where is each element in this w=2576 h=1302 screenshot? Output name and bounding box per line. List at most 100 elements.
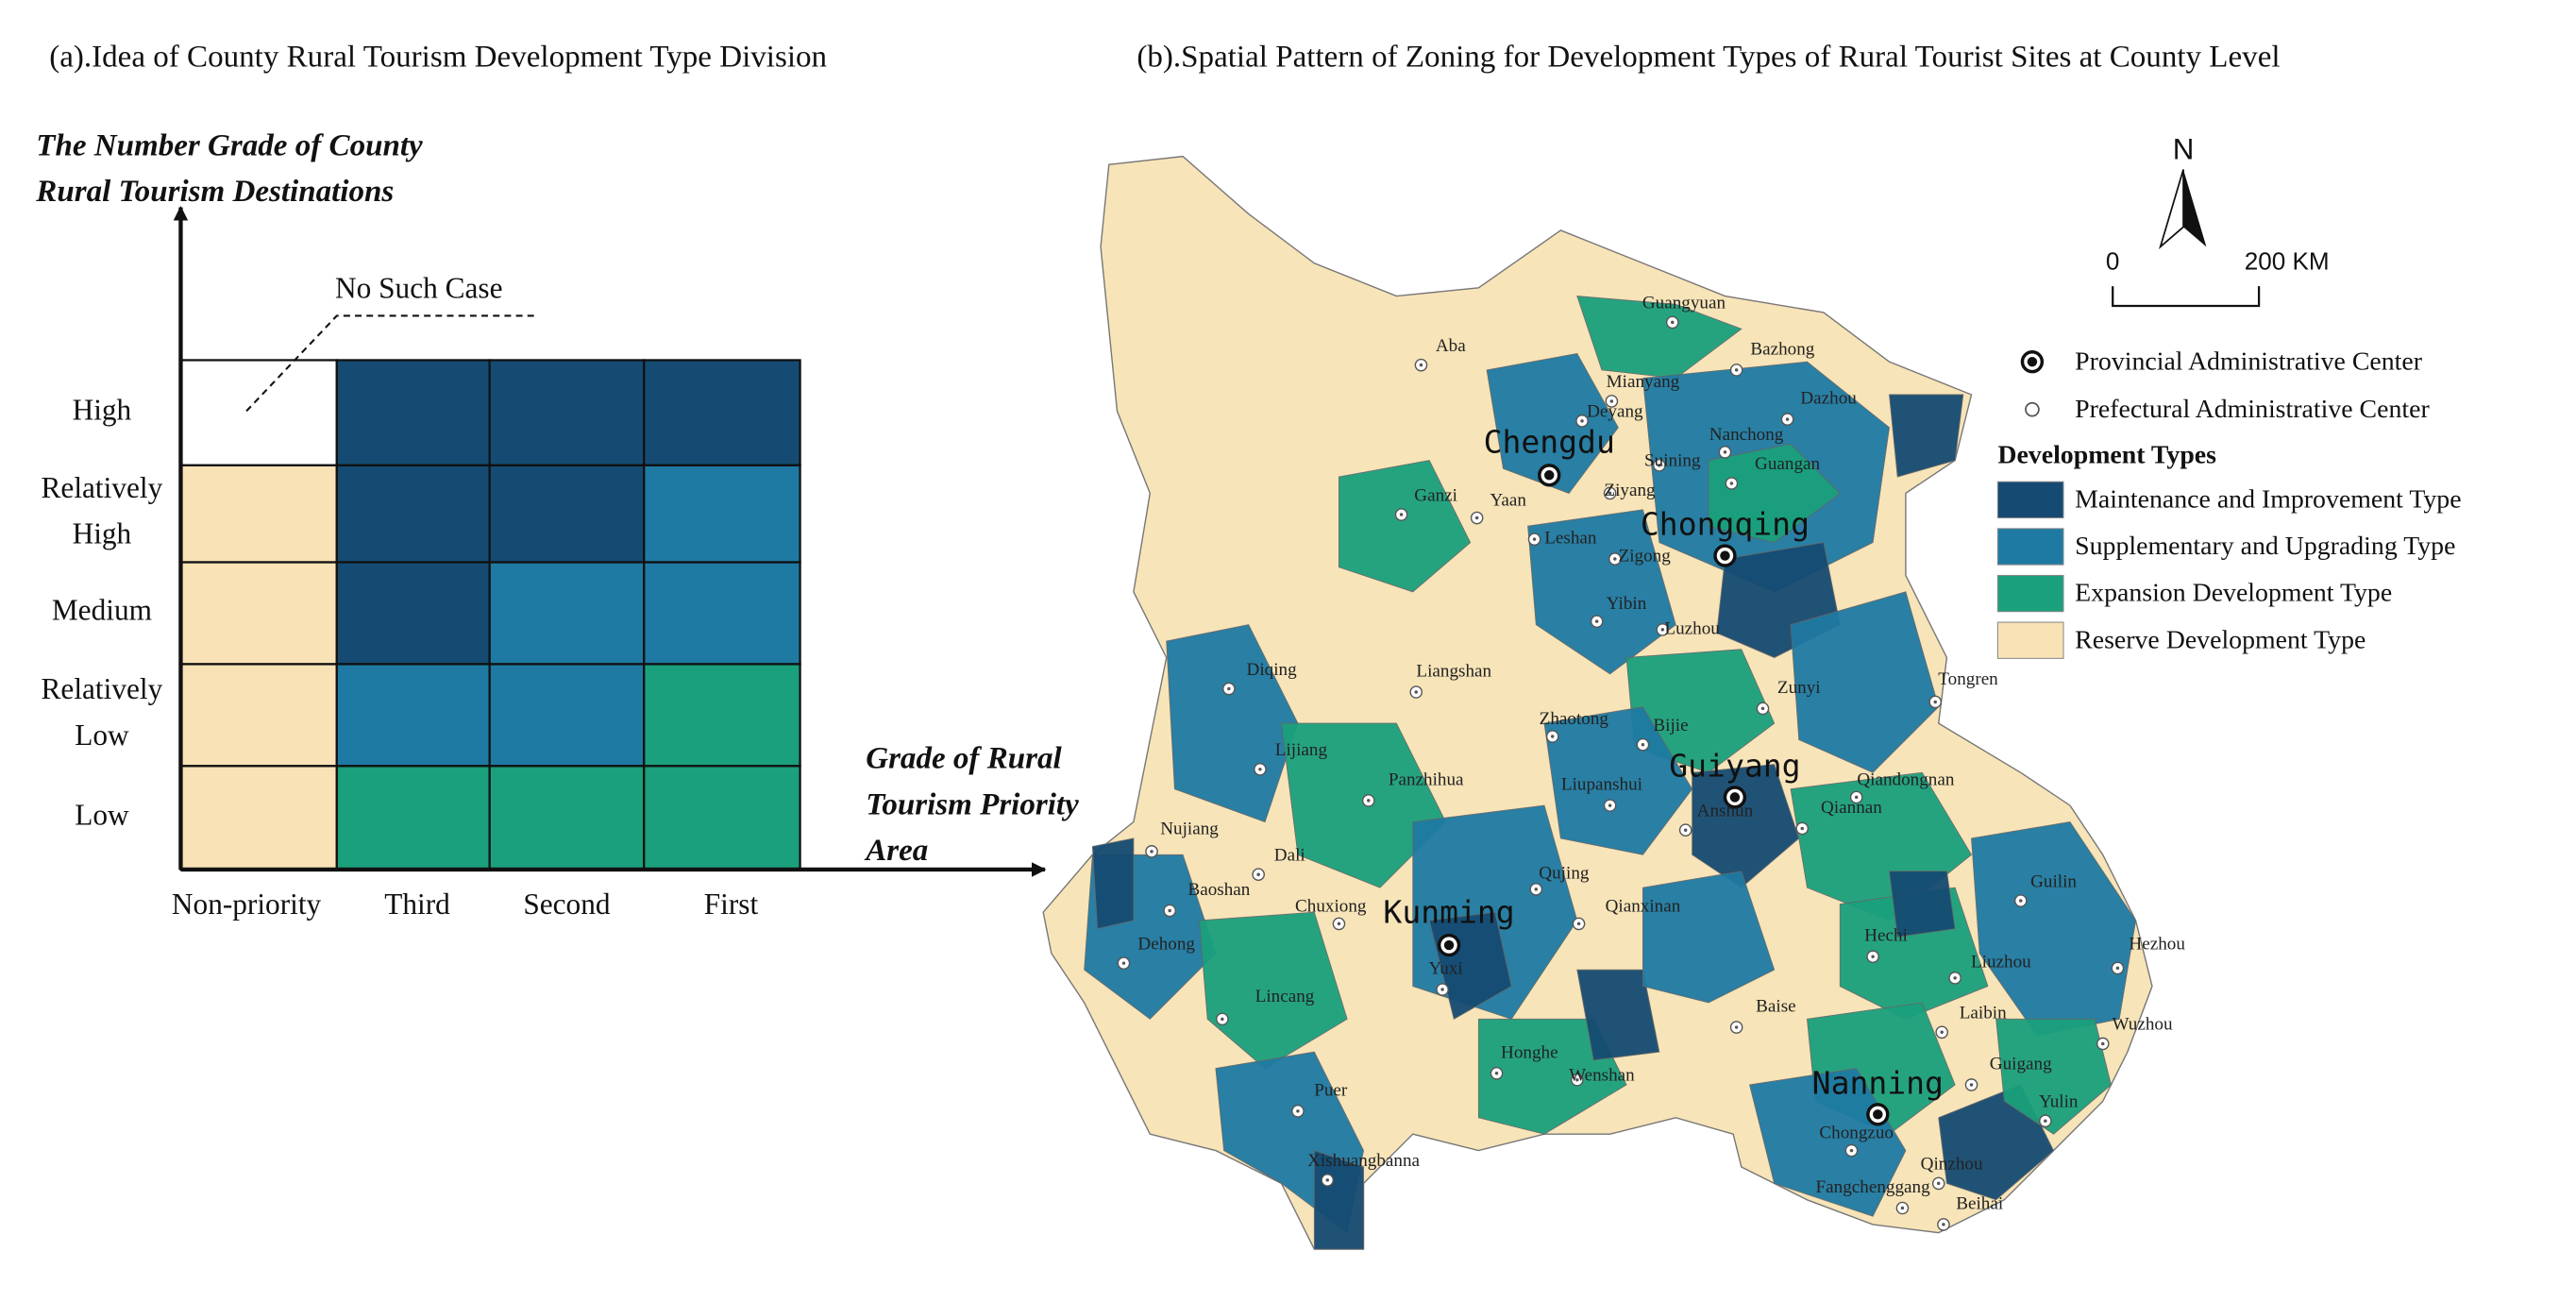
prefectural-dot bbox=[1849, 1148, 1854, 1153]
annotation-leader bbox=[245, 314, 534, 413]
prefectural-dot bbox=[2115, 966, 2120, 971]
prefectural-dot bbox=[1532, 537, 1537, 541]
prefectural-label: Mianyang bbox=[1607, 372, 1680, 392]
legend-swatch bbox=[1996, 621, 2064, 659]
x-axis-label-line: Area bbox=[864, 834, 928, 868]
prefectural-label: Liangshan bbox=[1416, 662, 1491, 682]
prefectural-dot bbox=[1419, 363, 1423, 367]
matrix-cell bbox=[643, 765, 801, 871]
prefectural-label: Wuzhou bbox=[2113, 1015, 2173, 1035]
prefectural-label: Qianxinan bbox=[1606, 896, 1681, 916]
map-zone bbox=[1543, 706, 1693, 855]
north-arrow bbox=[2183, 169, 2207, 247]
prefectural-label: Tongren bbox=[1938, 669, 1998, 689]
prefectural-dot bbox=[1575, 1078, 1579, 1082]
map-zone bbox=[1749, 1068, 1907, 1217]
prefectural-label: Yulin bbox=[2039, 1092, 2079, 1112]
prefectural-dot bbox=[1608, 803, 1612, 807]
matrix-cell bbox=[335, 663, 491, 768]
matrix-cell bbox=[335, 765, 491, 871]
prefectural-dot bbox=[1734, 1025, 1739, 1029]
matrix-cell bbox=[643, 561, 801, 666]
prefectural-dot bbox=[1785, 417, 1790, 421]
map-zone bbox=[1889, 394, 1964, 478]
prefectural-dot bbox=[1534, 888, 1539, 891]
column-label: First bbox=[704, 888, 759, 921]
matrix-cell bbox=[488, 765, 646, 871]
prefectural-dot bbox=[1296, 1109, 1300, 1113]
prefectural-dot bbox=[1871, 955, 1875, 958]
prefectural-label: Guangan bbox=[1755, 454, 1820, 474]
north-label: N bbox=[2173, 133, 2195, 166]
prefectural-dot bbox=[1325, 1178, 1330, 1182]
prefectural-label: Beihai bbox=[1956, 1193, 2003, 1213]
prefectural-dot bbox=[1936, 1181, 1941, 1186]
prefectural-dot bbox=[1734, 368, 1739, 372]
prefectural-label: Yuxi bbox=[1429, 959, 1463, 979]
map-zone bbox=[1091, 837, 1135, 930]
x-axis-label-line: Tourism Priority bbox=[866, 787, 1079, 821]
row-label: Relatively bbox=[42, 471, 163, 504]
map-zone bbox=[1576, 969, 1660, 1061]
map-zones bbox=[1084, 296, 2137, 1250]
prefectural-dot bbox=[1671, 320, 1675, 325]
prefectural-dot bbox=[1800, 826, 1804, 831]
prefectural-label: Dali bbox=[1274, 845, 1305, 865]
prefectural-label: Anshun bbox=[1697, 801, 1754, 820]
legend-types: Maintenance and Improvement Type Suppleme… bbox=[1996, 481, 2462, 659]
prefectural-label: Qiannan bbox=[1821, 798, 1882, 818]
legend-provincial-dot bbox=[2027, 356, 2038, 367]
prefectural-dot bbox=[1337, 922, 1341, 926]
prefectural-dot bbox=[1969, 1083, 1974, 1087]
prefectural-dot bbox=[1256, 872, 1260, 876]
prefectural-label: Leshan bbox=[1544, 529, 1597, 549]
prefectural-dot bbox=[1168, 908, 1171, 913]
prefectural-label: Honghe bbox=[1501, 1042, 1558, 1062]
column-label: Second bbox=[523, 888, 611, 921]
prefectural-label: Nanchong bbox=[1709, 425, 1784, 445]
y-axis-label-line: The Number Grade of County bbox=[36, 129, 423, 163]
prefectural-label: Baise bbox=[1756, 997, 1796, 1017]
prefectural-label: Dazhou bbox=[1800, 389, 1857, 409]
matrix-cell bbox=[643, 663, 801, 768]
matrix-cell bbox=[179, 464, 338, 564]
matrix-cell bbox=[179, 359, 338, 466]
prefectural-label: Xishuangbanna bbox=[1307, 1151, 1420, 1171]
prefectural-label: Qiandongnan bbox=[1857, 769, 1954, 789]
prefectural-label: Suining bbox=[1644, 451, 1701, 471]
matrix-cell bbox=[488, 464, 646, 564]
map-zone bbox=[1995, 1018, 2112, 1135]
prefectural-dot bbox=[1550, 735, 1555, 738]
provincial-dot bbox=[1720, 550, 1730, 561]
matrix-cell bbox=[335, 561, 491, 666]
prefectural-label: Liuzhou bbox=[1971, 953, 2031, 972]
provincial-label: Chengdu bbox=[1484, 424, 1615, 461]
prefectural-dot bbox=[1608, 491, 1612, 496]
prefectural-label: Laibin bbox=[1960, 1004, 2007, 1023]
annotation: No Such Case bbox=[335, 272, 502, 305]
prefectural-dot bbox=[1580, 419, 1584, 423]
prefectural-label: Lincang bbox=[1255, 987, 1315, 1006]
prefectural-label: Nujiang bbox=[1160, 820, 1219, 839]
map-zone bbox=[1199, 911, 1348, 1070]
prefectural-label: Chuxiong bbox=[1295, 896, 1367, 916]
prefectural-label: Diqing bbox=[1247, 660, 1298, 680]
row-label: Medium bbox=[52, 594, 152, 627]
map-zone bbox=[1790, 591, 1940, 773]
provincial-label: Kunming bbox=[1383, 893, 1514, 930]
prefectural-label: Qinzhou bbox=[1921, 1155, 1983, 1175]
prefectural-label: Wenshan bbox=[1569, 1066, 1635, 1086]
provincial-dot bbox=[1729, 792, 1741, 803]
map-zone bbox=[1486, 352, 1619, 494]
prefectural-dot bbox=[1942, 1223, 1945, 1226]
prefectural-dot bbox=[1933, 700, 1937, 704]
provincial-dot bbox=[1873, 1109, 1883, 1120]
map-zone bbox=[1527, 509, 1676, 675]
matrix-cell bbox=[335, 464, 491, 564]
prefectural-label: Guangyuan bbox=[1642, 294, 1726, 313]
provincial-label: Chongqing bbox=[1641, 506, 1810, 543]
prefectural-dot bbox=[1258, 768, 1262, 771]
prefectural-label: Yaan bbox=[1490, 491, 1526, 511]
prefectural-label: Zigong bbox=[1619, 547, 1672, 566]
